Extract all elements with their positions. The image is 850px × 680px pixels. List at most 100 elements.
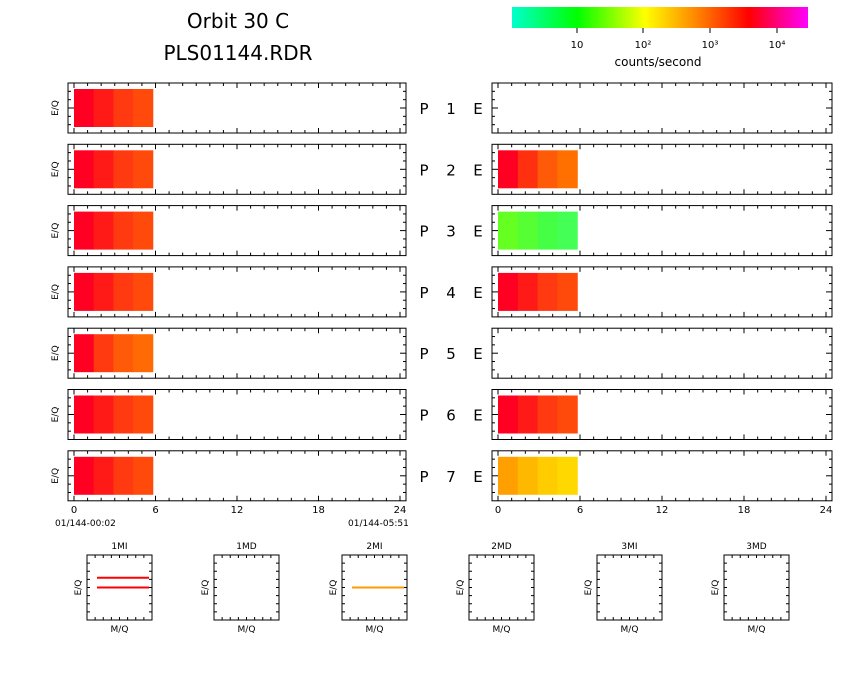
heat-cell [93, 272, 114, 311]
panel-ylabel: E/Q [51, 100, 61, 116]
heat-cell [133, 89, 154, 127]
row-label-e: E [473, 407, 482, 425]
panel-frame [491, 327, 833, 379]
heat-cell [113, 89, 134, 127]
mass-panel-ylabel: E/Q [711, 580, 721, 596]
row-label-num: 3 [446, 223, 456, 241]
colorbar-ticks [576, 28, 778, 33]
heat-cell [93, 89, 114, 127]
time-tick-label: 12 [656, 505, 669, 516]
heat-cell [557, 211, 578, 250]
heat-cell [498, 395, 519, 434]
heat-cell [113, 150, 134, 189]
heat-cell [517, 211, 539, 250]
mass-panel-1mi: 1MI M/Q E/Q [74, 542, 153, 635]
row-label-p: P [419, 345, 428, 363]
mass-panel-frame [723, 554, 790, 621]
heat-cell [133, 395, 154, 434]
panel-left-7: E/Q [51, 450, 407, 502]
heat-cell [517, 150, 539, 189]
mass-panel-xlabel: M/Q [621, 625, 639, 635]
row-label-p: P [419, 223, 428, 241]
time-axes: 0 6 12 18 24 0 6 12 18 24 [71, 505, 833, 516]
panel-right-4 [491, 266, 833, 318]
time-tick-label: 6 [577, 505, 583, 516]
panel-right-7 [491, 450, 833, 502]
heat-cell [537, 272, 558, 311]
time-tick-label: 12 [231, 505, 244, 516]
mass-panel-ylabel: E/Q [329, 580, 339, 596]
heat-cell [113, 395, 134, 434]
row-label-p: P [419, 468, 428, 486]
row-label-num: 4 [446, 284, 456, 302]
time-end-label: 01/144-05:51 [348, 519, 409, 529]
time-tick-label: 24 [820, 505, 833, 516]
mass-panel-title: 3MI [621, 542, 637, 552]
colorbar-tick-10000: 10⁴ [769, 40, 786, 51]
heat-cell [517, 456, 539, 495]
mass-panel-frame [468, 554, 535, 621]
row-label-num: 1 [446, 100, 456, 118]
title-file: PLS01144.RDR [163, 41, 312, 65]
row-label-p: P [419, 284, 428, 302]
heat-cell [93, 334, 114, 373]
panel-right-5 [491, 327, 833, 379]
panel-right-6 [491, 389, 833, 440]
heat-cell [498, 272, 519, 311]
heat-cell [93, 211, 114, 250]
panel-ylabel: E/Q [51, 284, 61, 300]
panel-right-3 [491, 205, 833, 257]
panel-ylabel: E/Q [51, 345, 61, 361]
row-label-p: P [419, 100, 428, 118]
panel-right-1 [491, 82, 833, 134]
time-tick-label: 0 [495, 505, 501, 516]
spectrogram-panels: E/Q E/Q E/Q E/Q E/Q E/Q E/Q [51, 82, 833, 502]
panel-frame [491, 82, 833, 134]
time-tick-label: 24 [394, 505, 407, 516]
row-label-p: P [419, 407, 428, 425]
mass-panel-2mi: 2MI M/Q E/Q [329, 542, 408, 635]
time-tick-label: 18 [738, 505, 751, 516]
row-label-e: E [473, 223, 482, 241]
colorbar-tick-10: 10 [571, 40, 584, 51]
time-tick-label: 0 [71, 505, 77, 516]
row-labels: P 1 EP 2 EP 3 EP 4 EP 5 EP 6 EP 7 E [419, 100, 482, 486]
row-label-e: E [473, 284, 482, 302]
mass-panel-ylabel: E/Q [74, 580, 84, 596]
row-label-e: E [473, 345, 482, 363]
colorbar-label: counts/second [615, 55, 702, 69]
mass-panel-xlabel: M/Q [238, 625, 256, 635]
mass-panel-title: 3MD [746, 542, 766, 552]
heat-cell [113, 211, 134, 250]
mass-panel-ylabel: E/Q [456, 580, 466, 596]
heat-cell [498, 456, 519, 495]
heat-cell [498, 150, 519, 189]
mass-panel-xlabel: M/Q [748, 625, 766, 635]
panel-left-5: E/Q [51, 327, 407, 379]
mass-panels: 1MI M/Q E/Q 1MD M/Q E/Q 2MI M/Q E/Q 2MD M/Q E/Q 3MI M… [74, 542, 790, 635]
heat-cell [557, 272, 578, 311]
panel-left-6: E/Q [51, 389, 407, 440]
mass-panel-ylabel: E/Q [584, 580, 594, 596]
heat-cell [74, 395, 95, 434]
heat-cell [74, 211, 95, 250]
heat-cell [74, 272, 95, 311]
heat-cell [74, 89, 95, 127]
heat-cell [113, 334, 134, 373]
heat-cell [133, 334, 154, 373]
mass-panel-3md: 3MD M/Q E/Q [711, 542, 790, 635]
panel-left-1: E/Q [51, 82, 407, 134]
heat-cell [74, 456, 95, 495]
panel-ylabel: E/Q [51, 223, 61, 239]
mass-panel-xlabel: M/Q [493, 625, 511, 635]
colorbar-tick-100: 10² [635, 40, 652, 51]
heat-cell [133, 150, 154, 189]
row-label-e: E [473, 100, 482, 118]
mass-panel-title: 1MD [236, 542, 256, 552]
